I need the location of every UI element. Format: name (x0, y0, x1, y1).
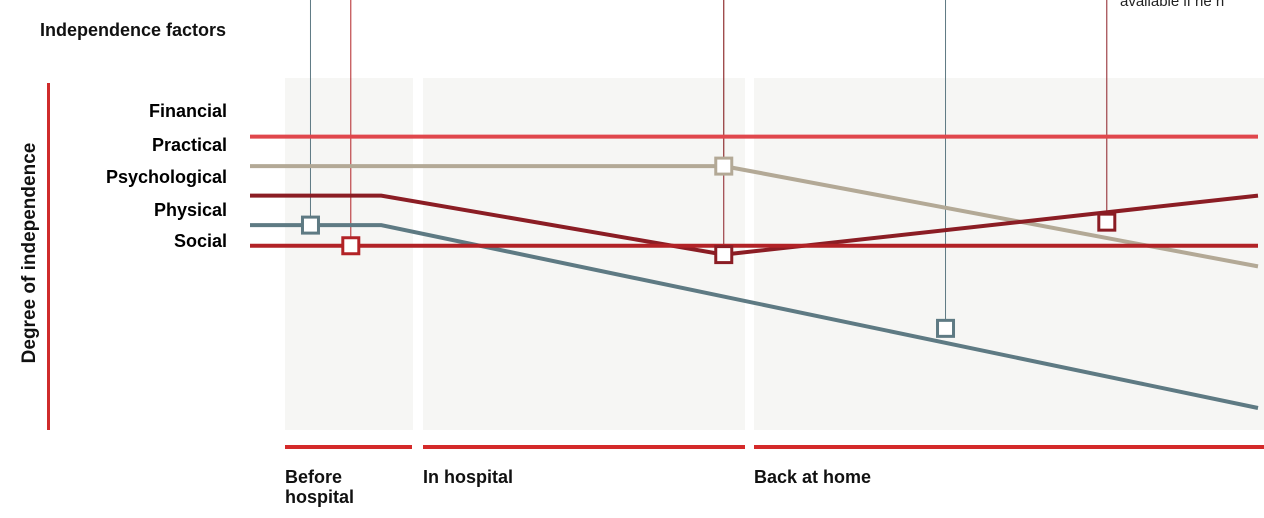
series-line-psychological (250, 193, 1259, 257)
marker-practical-0 (714, 156, 734, 176)
factor-label-physical: Physical (153, 200, 227, 220)
annotation-text: available if he n (1120, 0, 1225, 10)
phase-label-back-home: Back at home (754, 467, 872, 487)
factor-label-psychological: Psychological (105, 167, 227, 187)
factor-label-practical: Practical (151, 135, 227, 155)
phase-bar-in-hospital (423, 445, 745, 449)
phase-label-before: Before hospital (285, 467, 355, 507)
factor-label-financial: Financial (148, 101, 227, 121)
marker-physical-1 (936, 318, 956, 338)
y-axis-line (47, 83, 50, 430)
phase-bar-before (285, 445, 412, 449)
legend-title: Independence factors (39, 20, 226, 40)
marker-psychological-0 (714, 245, 734, 265)
series-line-physical (250, 223, 1259, 410)
marker-psychological-1 (1097, 212, 1117, 232)
marker-social-0 (341, 236, 361, 256)
phase-bar-back-home (754, 445, 1264, 449)
phase-label-in-hospital: In hospital (423, 467, 513, 487)
marker-physical-0 (300, 215, 320, 235)
factor-label-social: Social (173, 231, 227, 251)
phase-panel-1 (423, 78, 745, 430)
